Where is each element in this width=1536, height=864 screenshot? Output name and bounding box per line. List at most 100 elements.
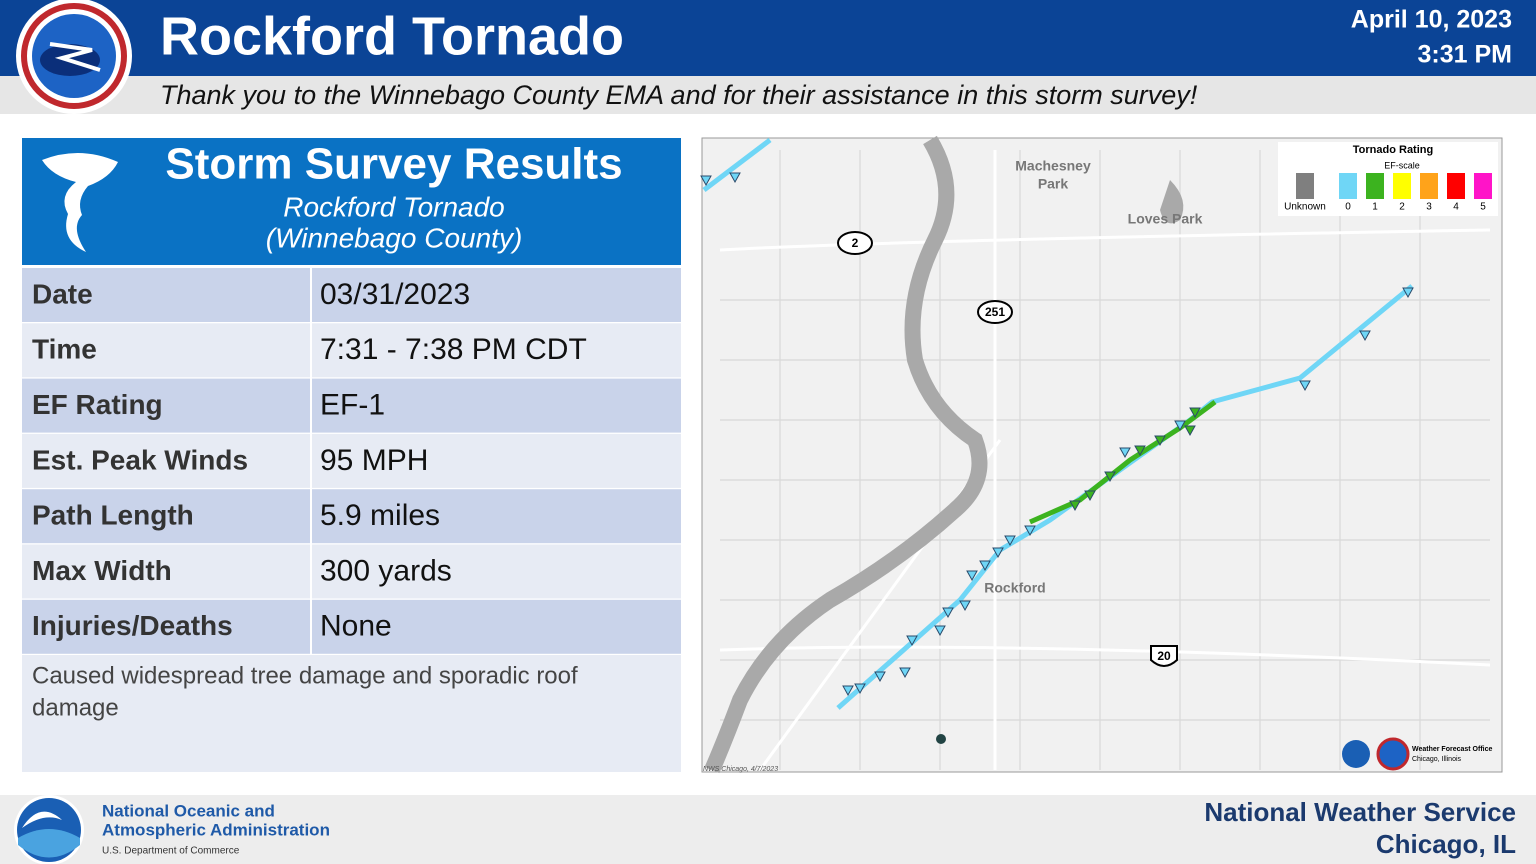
legend-label: 4 [1453, 202, 1459, 213]
noaa-logo [14, 795, 84, 864]
legend-swatch [1339, 173, 1357, 199]
label-cell [22, 323, 310, 378]
survey-point [1104, 471, 1116, 483]
value-cell [312, 544, 681, 599]
survey-point [899, 667, 911, 679]
row-label: Date [32, 278, 93, 309]
legend-label: 1 [1372, 202, 1378, 213]
survey-point [979, 560, 991, 572]
agency: Atmospheric Administration [102, 820, 330, 839]
label-cell [22, 544, 310, 599]
map-credit: NWS Chicago, 4/7/2023 [703, 766, 778, 773]
legend-swatch [1447, 173, 1465, 199]
legend-label: Unknown [1284, 202, 1326, 213]
survey-point [1174, 420, 1186, 432]
row-value: 95 MPH [320, 444, 428, 477]
noaa-mini [1342, 740, 1370, 768]
lake [1160, 180, 1184, 224]
survey-point [906, 635, 918, 647]
label-cell [22, 378, 310, 433]
survey-point [966, 570, 978, 582]
row-value: None [320, 610, 392, 643]
river [704, 135, 988, 774]
panel-header [22, 138, 681, 265]
panel-event: Rockford Tornado [283, 191, 505, 222]
legend-swatch [1366, 173, 1384, 199]
survey-point [854, 683, 866, 695]
footer-bar [0, 795, 1536, 864]
legend-swatch [1474, 173, 1492, 199]
row-label: Max Width [32, 555, 172, 586]
survey-point [1004, 535, 1016, 547]
survey-point [934, 625, 946, 637]
row-label: Path Length [32, 500, 194, 531]
survey-point [700, 175, 712, 187]
legend-label: 2 [1399, 202, 1405, 213]
place-label: Machesney [1015, 158, 1091, 174]
legend-swatch [1420, 173, 1438, 199]
label-cell [22, 489, 310, 544]
title: Rockford Tornado [160, 6, 624, 66]
survey-point [992, 547, 1004, 559]
survey-table: Date 03/31/2023 Time 7:31 - 7:38 PM CDT EF R… [22, 268, 681, 654]
legend-scale: EF-scale [1384, 160, 1420, 170]
route-shield [837, 231, 873, 255]
survey-point [874, 671, 886, 683]
survey-point [1069, 500, 1081, 512]
survey-point [842, 685, 854, 697]
value-cell [312, 323, 681, 378]
row-label: EF Rating [32, 389, 163, 420]
nws-name: National Weather Service [1204, 797, 1516, 827]
legend-title: Tornado Rating [1353, 144, 1433, 156]
survey-point [1134, 445, 1146, 457]
point [936, 734, 946, 744]
route-label: 251 [985, 305, 1005, 319]
survey-point [1024, 525, 1036, 537]
office-label: Chicago, Illinois [1412, 756, 1462, 763]
row-value: 7:31 - 7:38 PM CDT [320, 333, 587, 366]
place-label: Rockford [984, 580, 1045, 596]
map: Machesney Park Loves Park Rockford 2 251… [700, 135, 1503, 774]
survey-point [959, 600, 971, 612]
place-label: Park [1038, 176, 1069, 192]
track-segment [702, 138, 772, 192]
tornado-icon [42, 152, 118, 252]
legend-label: 5 [1480, 202, 1486, 213]
notes-box [22, 655, 681, 772]
value-cell [312, 489, 681, 544]
panel-county: (Winnebago County) [266, 222, 523, 253]
survey-point [1154, 435, 1166, 447]
survey-point [1299, 380, 1311, 392]
survey-point [1084, 490, 1096, 502]
department: U.S. Department of Commerce [102, 846, 240, 857]
value-cell [312, 268, 681, 322]
survey-point [1402, 287, 1414, 299]
label-cell [22, 433, 310, 488]
survey-point [1184, 425, 1196, 437]
time: 3:31 PM [1418, 41, 1512, 69]
value-cell [312, 599, 681, 654]
value-cell [312, 433, 681, 488]
legend-swatch [1296, 173, 1314, 199]
row-value: EF-1 [320, 389, 385, 422]
survey-points [700, 172, 1414, 697]
notes-line: Caused widespread tree damage and sporad… [32, 662, 578, 689]
survey-point [1119, 447, 1131, 459]
survey-point [1359, 330, 1371, 342]
route-shield [1150, 645, 1178, 667]
survey-point [942, 607, 954, 619]
date: April 10, 2023 [1351, 6, 1512, 34]
label-cell [22, 599, 310, 654]
route-label: 20 [1157, 649, 1171, 663]
row-label: Est. Peak Winds [32, 444, 248, 475]
legend-label: 0 [1345, 202, 1351, 213]
route-shield [977, 300, 1013, 324]
agency: National Oceanic and [102, 801, 275, 820]
track-ef1 [1028, 399, 1217, 525]
legend-swatch [1393, 173, 1411, 199]
row-label: Injuries/Deaths [32, 610, 233, 641]
legend-label: 3 [1426, 202, 1432, 213]
row-label: Time [32, 334, 97, 365]
